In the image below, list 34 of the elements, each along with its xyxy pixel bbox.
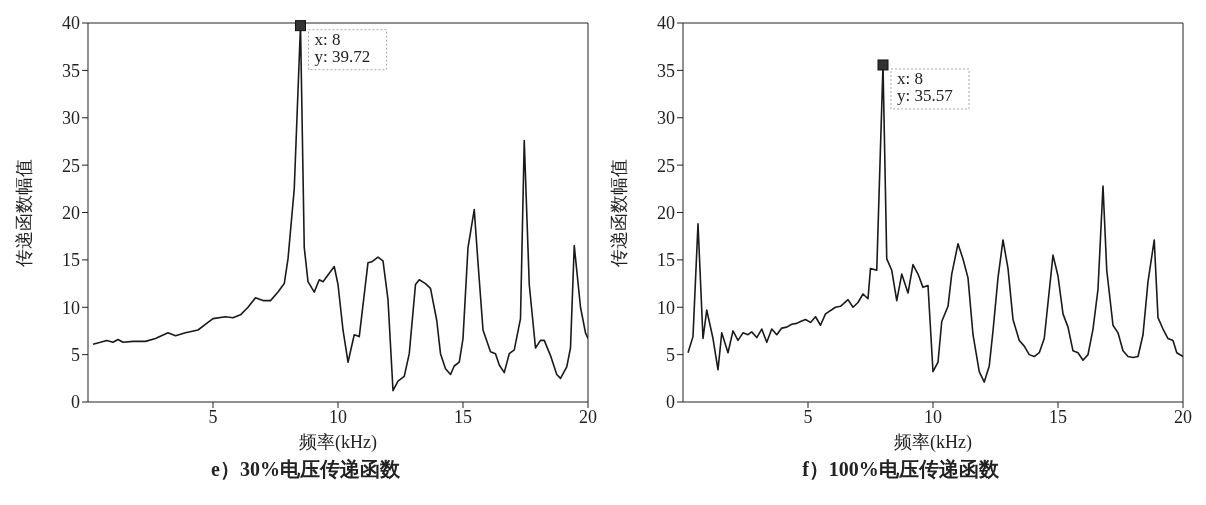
x-tick-label: 15 — [1049, 406, 1067, 427]
y-tick-label: 10 — [657, 297, 675, 318]
y-tick-label: 0 — [666, 392, 675, 413]
y-tick-label: 35 — [62, 60, 80, 81]
y-tick-label: 5 — [666, 345, 675, 366]
x-tick-label: 5 — [803, 406, 813, 427]
text: e）30%电压传递函数 — [211, 457, 400, 482]
y-axis-title: 传递函数幅值 — [14, 158, 35, 267]
y-tick-label: 20 — [657, 202, 675, 223]
y-tick-label: 25 — [62, 155, 80, 176]
y-tick-label: 0 — [71, 392, 80, 413]
x-tick-label: 20 — [1174, 406, 1192, 427]
x-tick-label: 15 — [454, 406, 472, 427]
annotation: x: 8 y: 39.72 — [314, 29, 371, 66]
y-axis-title: 传递函数幅值 — [609, 158, 630, 267]
x-tick-label: 10 — [329, 406, 347, 427]
x-tick-label: 10 — [924, 406, 942, 427]
y-tick-label: 30 — [657, 108, 675, 129]
y-tick-label: 30 — [62, 108, 80, 129]
y-tick-label: 15 — [62, 250, 80, 271]
x-tick-label: 20 — [579, 406, 597, 427]
text: f）100%电压传递函数 — [802, 457, 999, 482]
annotation: x: 8 y: 35.57 — [897, 68, 954, 105]
y-tick-label: 20 — [62, 202, 80, 223]
y-tick-label: 35 — [657, 60, 675, 81]
x-axis-title: 频率(kHz) — [299, 432, 377, 453]
x-tick-label: 5 — [208, 406, 218, 427]
y-tick-label: 10 — [62, 297, 80, 318]
x-axis-title: 频率(kHz) — [894, 432, 972, 453]
y-tick-label: 40 — [62, 13, 80, 34]
y-tick-label: 25 — [657, 155, 675, 176]
y-tick-label: 5 — [71, 345, 80, 366]
y-tick-label: 40 — [657, 13, 675, 34]
y-tick-label: 15 — [657, 250, 675, 271]
